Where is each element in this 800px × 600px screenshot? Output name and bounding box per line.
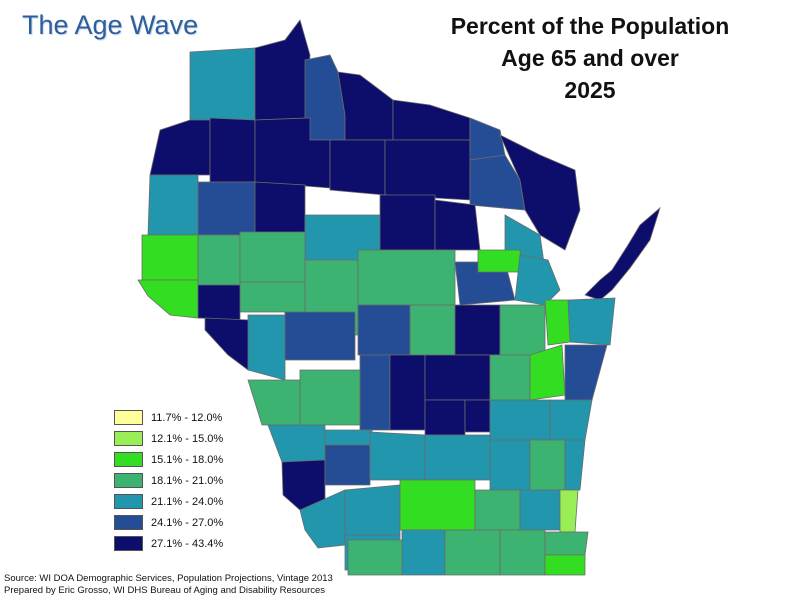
legend-label: 11.7% - 12.0% <box>151 411 223 424</box>
county-waukesha <box>519 489 561 531</box>
county-florence <box>469 117 506 161</box>
county-sheboygan <box>549 399 593 441</box>
legend-item: 12.1% - 15.0% <box>114 428 223 449</box>
county-chippewa <box>239 231 306 283</box>
county-marquette <box>424 399 466 436</box>
legend-swatch <box>114 431 143 446</box>
county-pepin <box>197 284 241 321</box>
county-lincoln <box>379 194 436 251</box>
county-milwaukee <box>559 489 579 533</box>
county-menominee <box>477 249 523 273</box>
county-jefferson <box>474 489 521 531</box>
legend-swatch <box>114 452 143 467</box>
county-sheboygan-s <box>564 439 586 491</box>
county-monroe <box>299 369 361 426</box>
county-barron <box>197 181 256 236</box>
county-ozaukee <box>529 439 566 491</box>
source-line: Source: WI DOA Demographic Services, Pop… <box>4 573 333 584</box>
map-title-line-3: 2025 <box>564 77 616 103</box>
county-columbia <box>369 431 426 481</box>
legend-swatch <box>114 515 143 530</box>
county-eau-claire <box>239 281 306 313</box>
county-portage <box>409 304 456 356</box>
county-calumet <box>529 344 566 401</box>
legend-label: 15.1% - 18.0% <box>151 453 224 466</box>
county-richland <box>324 444 371 486</box>
prepared-by-line: Prepared by Eric Grosso, WI DHS Bureau o… <box>4 585 326 596</box>
county-manitowoc-n <box>567 297 616 346</box>
county-polk <box>147 174 199 236</box>
county-green-s <box>401 529 446 576</box>
legend-item: 15.1% - 18.0% <box>114 449 223 470</box>
county-vilas <box>392 99 471 141</box>
county-fond-du-lac <box>489 399 551 441</box>
county-waupaca <box>454 304 501 356</box>
map-title-line-2: Age 65 and over <box>501 45 679 71</box>
legend-label: 18.1% - 21.0% <box>151 474 224 487</box>
map-title: Percent of the Population Age 65 and ove… <box>420 10 760 106</box>
county-dodge <box>424 434 491 481</box>
county-washburn <box>209 117 256 183</box>
county-langlade <box>434 199 481 251</box>
county-green <box>347 539 403 576</box>
county-washington <box>489 439 531 491</box>
county-outagamie <box>499 304 546 356</box>
county-marinette <box>499 134 581 251</box>
county-brown <box>514 254 561 306</box>
county-ashland <box>304 54 346 141</box>
county-la-crosse <box>247 379 301 426</box>
county-winnebago <box>489 354 531 401</box>
legend-swatch <box>114 536 143 551</box>
county-rusk <box>254 181 306 236</box>
county-sauk <box>324 429 373 446</box>
legend-swatch <box>114 410 143 425</box>
source-note: Source: WI DOA Demographic Services, Pop… <box>4 573 333 597</box>
legend-item: 21.1% - 24.0% <box>114 491 223 512</box>
county-vernon <box>267 424 326 463</box>
county-adams <box>389 354 426 431</box>
county-price <box>329 139 386 196</box>
county-waushara <box>424 354 491 401</box>
county-dane <box>399 479 476 531</box>
county-racine <box>544 531 589 556</box>
legend-item: 18.1% - 21.0% <box>114 470 223 491</box>
county-iowa <box>344 484 401 536</box>
county-green-lake <box>464 399 491 433</box>
legend-item: 24.1% - 27.0% <box>114 512 223 533</box>
legend-swatch <box>114 494 143 509</box>
county-grant <box>299 489 346 549</box>
county-trempealeau <box>247 314 286 381</box>
county-kenosha <box>544 554 586 576</box>
county-pierce <box>137 279 199 319</box>
legend-label: 21.1% - 24.0% <box>151 495 224 508</box>
legend-label: 27.1% - 43.4% <box>151 537 224 550</box>
county-burnett <box>149 119 211 176</box>
legend-label: 24.1% - 27.0% <box>151 516 224 529</box>
county-bayfield <box>254 19 311 121</box>
legend-item: 11.7% - 12.0% <box>114 407 223 428</box>
county-buffalo <box>204 317 251 371</box>
county-wood <box>357 304 411 356</box>
county-iron <box>337 71 394 141</box>
county-door <box>584 206 661 301</box>
county-walworth <box>499 529 546 576</box>
county-rock <box>444 529 501 576</box>
brand-title: The Age Wave <box>22 10 199 40</box>
legend-swatch <box>114 473 143 488</box>
legend-label: 12.1% - 15.0% <box>151 432 224 445</box>
county-douglas <box>189 47 256 121</box>
legend: 11.7% - 12.0% 12.1% - 15.0% 15.1% - 18.0… <box>114 407 223 554</box>
county-dunn <box>197 234 241 286</box>
county-manitowoc <box>564 344 608 401</box>
county-marathon <box>357 249 456 306</box>
county-jackson <box>284 311 356 361</box>
map-title-line-1: Percent of the Population <box>450 13 730 39</box>
county-st-croix <box>141 234 199 281</box>
county-oneida <box>384 139 471 201</box>
county-juneau <box>359 354 391 431</box>
legend-item: 27.1% - 43.4% <box>114 533 223 554</box>
